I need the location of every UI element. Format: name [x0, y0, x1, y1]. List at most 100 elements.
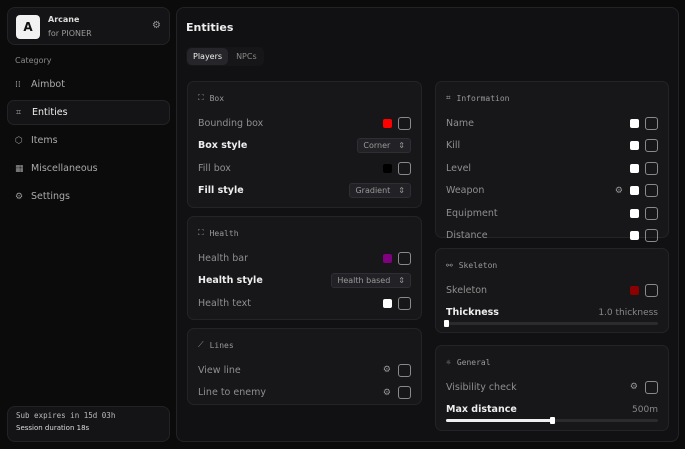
- setting-row: Level: [446, 157, 658, 180]
- card-lines: ⟋ Lines View line ⚙ Line to enemy ⚙: [187, 328, 422, 405]
- setting-row: View line ⚙: [198, 359, 411, 382]
- card-title: General: [456, 357, 491, 367]
- setting-label: Fill style: [198, 185, 244, 197]
- tabs: Players NPCs: [186, 47, 264, 66]
- checkbox[interactable]: [645, 184, 658, 198]
- color-swatch[interactable]: [630, 231, 639, 241]
- card-title: Information: [456, 93, 510, 103]
- setting-label: Health style: [198, 275, 263, 287]
- sidebar-item-aimbot[interactable]: ⁞⁞ Aimbot: [7, 72, 170, 97]
- color-swatch[interactable]: [383, 118, 392, 128]
- color-swatch[interactable]: [630, 118, 639, 128]
- app-subtitle: for PIONER: [48, 29, 92, 38]
- sun-icon: ☼: [446, 357, 451, 367]
- card-title: Box: [209, 93, 225, 103]
- color-swatch[interactable]: [630, 141, 639, 151]
- sidebar-item-label: Settings: [31, 191, 70, 202]
- line-icon: ⟋: [198, 340, 204, 349]
- color-swatch[interactable]: [630, 285, 639, 295]
- sidebar-item-items[interactable]: ⬡ Items: [7, 128, 170, 153]
- setting-label: Thickness: [446, 307, 499, 319]
- color-swatch[interactable]: [383, 298, 392, 308]
- gear-icon[interactable]: ⚙: [152, 20, 161, 31]
- sidebar-item-label: Entities: [32, 107, 68, 118]
- checkbox[interactable]: [398, 363, 411, 377]
- setting-label: Name: [446, 117, 475, 129]
- gear-icon[interactable]: ⚙: [382, 387, 391, 398]
- frame-icon: ⛶: [198, 228, 204, 237]
- slider-value: 500m: [632, 404, 658, 415]
- chevrons-icon: ⇕: [398, 186, 405, 196]
- card-general: ☼ General Visibility check ⚙ Max distance 500…: [435, 345, 669, 431]
- checkbox[interactable]: [398, 296, 411, 310]
- setting-row: Box style Corner ⇕: [198, 135, 411, 158]
- style-select[interactable]: Corner ⇕: [357, 138, 411, 154]
- checkbox[interactable]: [398, 116, 411, 130]
- sidebar-item-entities[interactable]: ⌗ Entities: [7, 100, 170, 125]
- setting-label: View line: [198, 364, 241, 376]
- checkbox[interactable]: [398, 386, 411, 400]
- crosshair-icon: ⁞⁞: [15, 79, 21, 90]
- card-title: Health: [209, 228, 239, 238]
- checkbox[interactable]: [645, 380, 658, 394]
- sidebar-item-miscellaneous[interactable]: ▦ Miscellaneous: [7, 156, 170, 181]
- sidebar-item-label: Aimbot: [31, 79, 65, 90]
- tab-players[interactable]: Players: [187, 48, 229, 65]
- color-swatch[interactable]: [383, 163, 392, 173]
- setting-label: Level: [446, 162, 472, 174]
- setting-row: Visibility check ⚙: [446, 376, 658, 399]
- setting-row: Health bar: [198, 247, 411, 270]
- checkbox[interactable]: [645, 283, 658, 297]
- select-value: Health based: [337, 276, 391, 286]
- box-icon: ⛶: [198, 93, 204, 102]
- checkbox[interactable]: [645, 229, 658, 243]
- gear-icon[interactable]: ⚙: [382, 365, 391, 376]
- setting-row: Fill style Gradient ⇕: [198, 180, 411, 203]
- checkbox[interactable]: [645, 139, 658, 153]
- setting-label: Equipment: [446, 207, 498, 219]
- setting-row: Equipment: [446, 202, 658, 225]
- gear-icon[interactable]: ⚙: [629, 382, 638, 393]
- setting-label: Max distance: [446, 404, 517, 416]
- checkbox[interactable]: [645, 116, 658, 130]
- gear-icon[interactable]: ⚙: [614, 185, 623, 196]
- slider[interactable]: [444, 320, 658, 327]
- select-value: Corner: [363, 141, 391, 151]
- subscription-info: Sub expires in 15d 03h Session duration …: [7, 406, 170, 442]
- card-health: ⛶ Health Health bar Health style Health base…: [187, 216, 422, 320]
- color-swatch[interactable]: [630, 163, 639, 173]
- card-box: ⛶ Box Bounding box Box style Corner ⇕ Fill box…: [187, 81, 422, 208]
- card-information: ⌗ Information Name Kill Level Weapon ⚙ Equipmen…: [435, 81, 669, 243]
- bone-icon: ⚯: [446, 260, 453, 270]
- tab-npcs[interactable]: NPCs: [236, 52, 257, 61]
- style-select[interactable]: Gradient ⇕: [349, 183, 411, 199]
- scan-face-icon: ⌗: [446, 93, 451, 102]
- setting-label: Health bar: [198, 252, 248, 264]
- checkbox[interactable]: [645, 161, 658, 175]
- color-swatch[interactable]: [630, 208, 639, 218]
- sidebar-item-label: Miscellaneous: [31, 163, 98, 174]
- slider-handle[interactable]: [444, 320, 449, 327]
- setting-row: Bounding box: [198, 112, 411, 135]
- style-select[interactable]: Health based ⇕: [331, 273, 411, 289]
- color-swatch[interactable]: [383, 253, 392, 263]
- setting-row: Line to enemy ⚙: [198, 382, 411, 405]
- setting-row: Distance: [446, 225, 658, 248]
- app-header: A Arcane for PIONER ⚙: [7, 7, 170, 45]
- checkbox[interactable]: [398, 161, 411, 175]
- setting-row: Health text: [198, 292, 411, 315]
- scan-face-icon: ⌗: [16, 107, 22, 118]
- color-swatch[interactable]: [630, 186, 639, 196]
- setting-row: Fill box: [198, 157, 411, 180]
- setting-row: Thickness 1.0 thickness: [446, 302, 658, 325]
- slider[interactable]: [446, 417, 658, 424]
- setting-row: Health style Health based ⇕: [198, 270, 411, 293]
- checkbox[interactable]: [645, 206, 658, 220]
- checkbox[interactable]: [398, 251, 411, 265]
- setting-label: Visibility check: [446, 381, 517, 393]
- sidebar-item-settings[interactable]: ⚙ Settings: [7, 184, 170, 209]
- setting-row: Kill: [446, 135, 658, 158]
- card-title: Lines: [209, 340, 234, 350]
- setting-label: Line to enemy: [198, 387, 266, 399]
- slider-handle[interactable]: [550, 417, 555, 424]
